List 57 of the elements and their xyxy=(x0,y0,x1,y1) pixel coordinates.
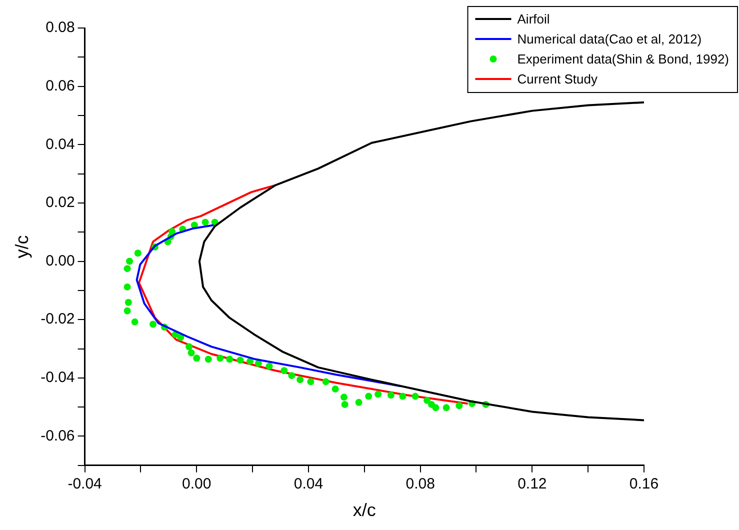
point xyxy=(456,402,463,410)
point xyxy=(424,396,431,404)
point xyxy=(131,318,138,326)
x-tick-label: 0.04 xyxy=(294,476,324,493)
legend-label: Current Study xyxy=(517,72,598,87)
y-tick-label: -0.02 xyxy=(40,310,75,328)
y-tick-label: -0.06 xyxy=(40,427,75,444)
point xyxy=(374,390,382,398)
point xyxy=(134,250,142,257)
point xyxy=(124,298,132,306)
point xyxy=(387,392,394,399)
point xyxy=(332,386,339,392)
point xyxy=(341,400,348,408)
point xyxy=(193,354,200,362)
legend-label: Experiment data(Shin & Bond, 1992) xyxy=(517,52,730,67)
y-tick-label: 0.06 xyxy=(46,77,75,94)
x-tick-label: 0.16 xyxy=(629,476,659,493)
point xyxy=(126,258,134,265)
y-tick-label: 0.00 xyxy=(46,252,75,270)
point xyxy=(186,343,193,350)
point xyxy=(412,392,419,400)
point xyxy=(399,392,406,400)
point xyxy=(340,394,348,401)
point xyxy=(296,376,304,384)
point xyxy=(246,358,254,365)
y-tick-label: -0.04 xyxy=(40,369,75,386)
point xyxy=(280,367,288,374)
point xyxy=(188,349,195,356)
legend-label: Numerical data(Cao et al, 2012) xyxy=(517,32,702,47)
x-tick-label: 0.12 xyxy=(518,476,547,493)
point xyxy=(254,360,262,367)
y-axis-title: y/c xyxy=(12,235,32,258)
point xyxy=(226,356,234,363)
point xyxy=(236,356,244,364)
point xyxy=(150,320,157,328)
point xyxy=(355,398,362,406)
point xyxy=(432,404,440,412)
x-tick-label: 0.00 xyxy=(182,476,212,493)
point xyxy=(322,378,330,386)
x-axis-title: x/c xyxy=(352,500,376,520)
x-tick-label: 0.08 xyxy=(406,476,435,493)
point xyxy=(266,362,273,370)
point xyxy=(204,356,212,363)
point xyxy=(365,392,372,400)
point xyxy=(307,378,314,386)
legend-label: Airfoil xyxy=(517,12,550,27)
point xyxy=(124,307,131,314)
x-tick-label: -0.04 xyxy=(68,476,102,493)
y-tick-label: 0.04 xyxy=(46,136,75,153)
point xyxy=(124,283,131,290)
y-tick-label: 0.08 xyxy=(46,19,75,36)
point xyxy=(202,218,209,226)
y-tick-label: 0.02 xyxy=(46,194,75,212)
point xyxy=(442,404,450,412)
point xyxy=(288,372,296,380)
point xyxy=(216,354,224,362)
point xyxy=(124,265,131,272)
